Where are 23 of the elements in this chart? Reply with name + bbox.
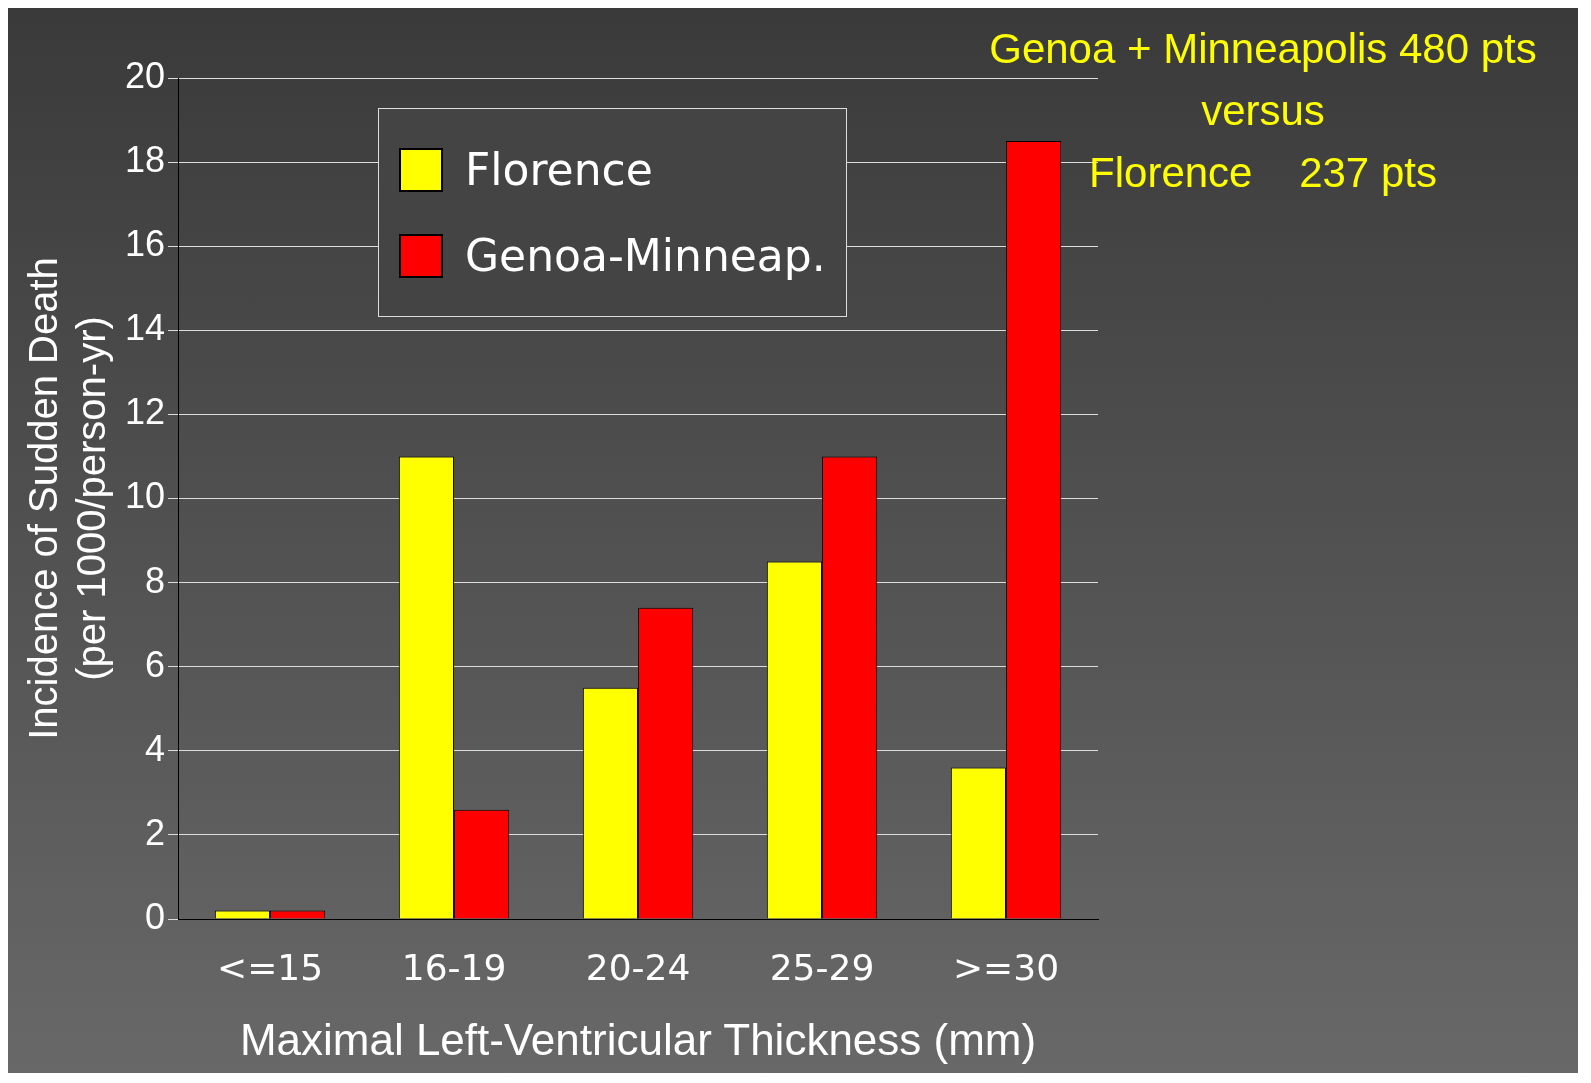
text: versus [1200,86,1326,136]
x-tick-label: 16-19 [401,946,507,988]
y-tick-label: 8 [145,559,166,601]
text: Genoa + Minneapolis 480 pts [988,24,1538,74]
annotation: Florence 237 pts [1088,148,1438,198]
y-tick-label: 12 [125,391,166,433]
y-axis-title: Incidence of Sudden Death (per 1000/person-yr) [21,257,114,740]
legend-label: Florence [465,144,653,195]
y-tick-label: 14 [125,307,166,349]
x-tick-label: 20-24 [585,946,691,988]
x-tick-label: >=30 [952,946,1060,988]
y-tick-label: 0 [145,895,166,937]
x-axis-title: Maximal Left-Ventricular Thickness (mm) [239,1014,1037,1064]
y-tick-label: 18 [125,139,166,181]
x-tick-label: 25-29 [769,946,875,988]
y-tick-label: 20 [125,54,166,96]
y-tick-label: 4 [145,727,166,769]
y-tick-label: 10 [125,475,166,517]
y-tick-label: 2 [145,811,166,853]
legend-label: Genoa-Minneap. [465,230,826,281]
x-tick-label: <=15 [216,946,324,988]
y-tick-label: 16 [125,223,166,265]
y-tick-label: 6 [145,643,166,685]
